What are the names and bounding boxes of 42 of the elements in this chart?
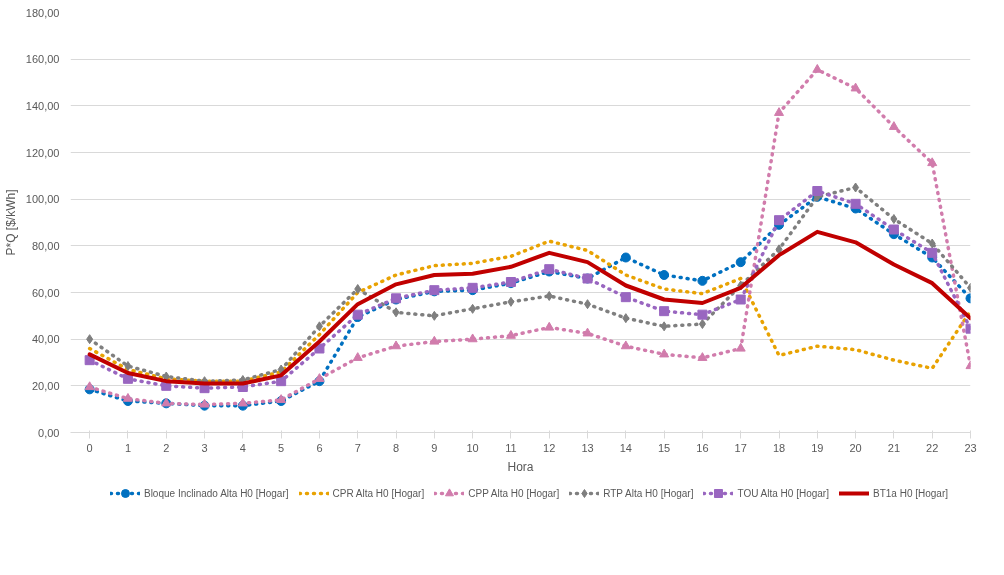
x-tick-label: 20: [849, 441, 862, 454]
x-axis-title: Hora: [507, 459, 534, 474]
legend-label: BT1a H0 [Hogar]: [872, 487, 949, 499]
x-tick-label: 16: [696, 441, 709, 454]
x-tick-label: 22: [926, 441, 939, 454]
y-tick-label: 40,00: [31, 333, 60, 346]
x-tick-label: 11: [505, 441, 517, 454]
y-tick-label: 60,00: [31, 286, 60, 299]
x-tick-label: 9: [431, 441, 438, 454]
x-tick-label: 2: [163, 441, 170, 454]
x-tick-label: 13: [581, 441, 594, 454]
x-tick-label: 8: [392, 441, 400, 454]
y-axis-title: P*Q [$/kWh]: [3, 189, 18, 256]
x-tick-label: 18: [772, 441, 786, 454]
x-tick-label: 17: [734, 441, 747, 454]
x-tick-label: 7: [354, 441, 361, 454]
y-tick-label: 140,00: [25, 99, 60, 112]
legend-label: CPP Alta H0 [Hogar]: [468, 487, 560, 499]
y-tick-label: 80,00: [31, 239, 60, 252]
x-tick-label: 5: [278, 441, 285, 454]
y-tick-label: 20,00: [31, 379, 60, 392]
x-tick-label: 14: [619, 441, 632, 454]
y-tick-label: 120,00: [25, 146, 60, 159]
y-tick-label: 100,00: [25, 193, 60, 206]
legend-label: TOU Alta H0 [Hogar]: [737, 487, 829, 499]
x-tick-label: 1: [124, 441, 132, 454]
x-tick-label: 4: [239, 441, 246, 454]
x-tick-label: 0: [86, 441, 93, 454]
y-tick-label: 160,00: [25, 53, 60, 66]
x-tick-label: 10: [466, 441, 479, 454]
x-tick-label: 21: [887, 441, 901, 454]
x-tick-label: 3: [201, 441, 208, 454]
legend-label: CPR Alta H0 [Hogar]: [332, 487, 425, 499]
y-tick-label: 180,00: [25, 6, 60, 19]
y-tick-label: 0,00: [38, 426, 60, 439]
x-tick-label: 12: [543, 441, 556, 454]
x-tick-label: 23: [964, 441, 977, 454]
x-tick-label: 15: [658, 441, 671, 454]
legend-label: Bloque Inclinado Alta H0 [Hogar]: [143, 487, 289, 499]
legend-label: RTP Alta H0 [Hogar]: [603, 487, 694, 499]
x-tick-label: 19: [811, 441, 824, 454]
x-tick-label: 6: [316, 441, 323, 454]
